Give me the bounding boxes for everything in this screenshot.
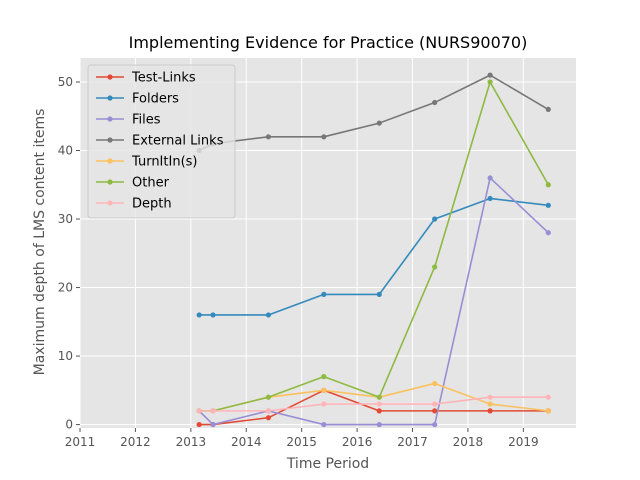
data-point [432, 99, 438, 106]
data-point [432, 408, 438, 414]
grid [79, 58, 576, 428]
data-point [545, 230, 551, 236]
data-point [321, 421, 327, 428]
data-point [210, 312, 216, 318]
legend-box [87, 64, 236, 219]
data-point [487, 401, 493, 407]
series-line [198, 177, 549, 426]
x-tick-label: 2015 [286, 435, 317, 449]
data-point [265, 408, 272, 414]
data-point [432, 216, 438, 222]
data-point [545, 408, 551, 414]
legend-swatch-marker [107, 95, 113, 101]
x-tick-label: 2017 [397, 435, 428, 449]
x-tick-label: 2016 [342, 435, 373, 449]
x-tick-label: 2014 [231, 435, 262, 449]
data-point [321, 401, 327, 407]
series-line [199, 389, 549, 426]
data-point [321, 291, 327, 297]
data-point [376, 120, 382, 126]
data-point [432, 421, 438, 428]
chart-title: Implementing Evidence for Practice (NURS… [129, 33, 528, 52]
legend-item: Depth [96, 197, 172, 212]
y-tick-label: 10 [58, 349, 73, 363]
data-point [487, 72, 493, 78]
data-point [487, 195, 493, 202]
data-point [545, 394, 551, 400]
y-tick-label: 50 [58, 75, 73, 89]
data-point [432, 264, 438, 270]
x-tick-label: 2011 [65, 435, 96, 449]
y-axis-label: Maximum depth of LMS content items [32, 109, 48, 376]
series-line [199, 81, 549, 412]
series-6 [196, 394, 551, 414]
data-point [210, 421, 216, 428]
x-axis: 2011 2012 2013 2014 2015 2016 2017 2018 2019 [65, 428, 539, 449]
data-point [376, 421, 382, 428]
x-tick-label: 2018 [453, 435, 484, 449]
data-point [196, 421, 202, 428]
y-axis: 0 10 20 30 40 50 [58, 75, 80, 432]
data-point [487, 394, 493, 400]
series-1 [196, 195, 551, 318]
legend-label: TurnItIn(s) [131, 155, 197, 170]
legend-label: Files [132, 113, 161, 128]
data-point [545, 182, 551, 188]
legend-label: Depth [132, 197, 172, 212]
data-point [265, 394, 272, 400]
y-tick-label: 30 [58, 212, 73, 226]
y-tick-label: 20 [58, 281, 73, 295]
data-point [487, 408, 493, 414]
legend-label: Other [132, 176, 170, 191]
legend-label: Folders [132, 92, 179, 107]
series-2 [196, 175, 551, 428]
legend-item: Test-Links [96, 71, 196, 86]
data-point [321, 387, 327, 393]
x-tick-label: 2013 [176, 435, 207, 449]
x-axis-label: Time Period [286, 456, 369, 472]
data-point [210, 408, 216, 414]
legend-item: Other [96, 176, 170, 191]
legend-swatch-marker [107, 179, 113, 185]
legend-label: Test-Links [131, 71, 196, 86]
data-point [376, 401, 382, 407]
data-point [432, 380, 438, 387]
data-point [196, 408, 202, 414]
data-point [376, 408, 382, 414]
series-line [199, 396, 549, 412]
legend-item: TurnItIn(s) [96, 155, 197, 170]
data-point [487, 175, 493, 181]
legend-swatch-marker [107, 116, 113, 122]
data-point [376, 291, 382, 297]
legend-swatch-marker [107, 137, 113, 143]
legend-swatch-marker [107, 200, 113, 206]
data-point [487, 79, 493, 85]
data-point [321, 134, 327, 140]
legend-item: External Links [96, 134, 224, 149]
data-point [545, 106, 551, 112]
y-tick-label: 40 [58, 144, 73, 158]
legend-swatch-marker [107, 158, 113, 164]
legend-swatch-marker [107, 74, 113, 80]
legend: Test-Links Folders Files External Links Turn… [87, 64, 236, 219]
data-point [321, 374, 327, 380]
y-tick-label: 0 [65, 418, 73, 432]
data-point [265, 312, 272, 318]
series-line [199, 197, 549, 316]
data-point [376, 394, 382, 400]
legend-label: External Links [132, 134, 224, 149]
x-tick-label: 2012 [120, 435, 151, 449]
data-point [265, 134, 272, 140]
x-tick-label: 2019 [508, 435, 539, 449]
data-point [432, 401, 438, 407]
data-point [545, 202, 551, 208]
data-point [196, 312, 202, 318]
legend-item: Folders [96, 92, 179, 107]
data-point [265, 415, 272, 421]
legend-item: Files [96, 113, 161, 128]
